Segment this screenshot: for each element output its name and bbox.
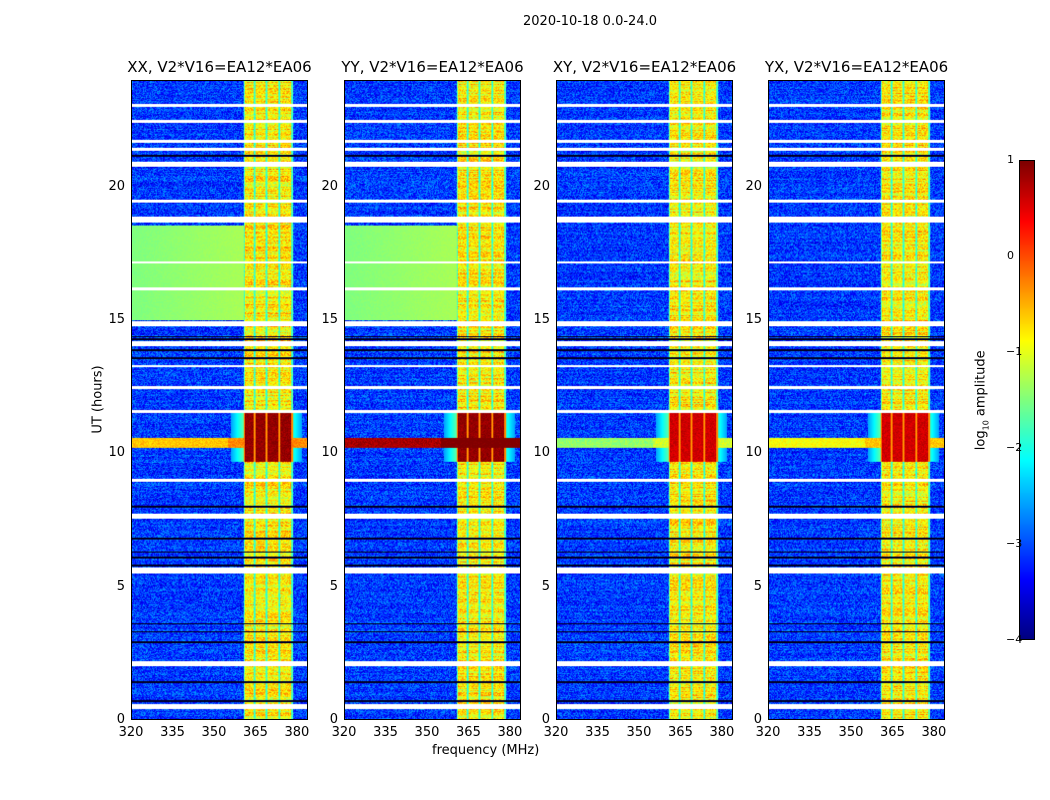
x-tick-label: 335: [797, 725, 822, 740]
y-tick-label: 15: [533, 312, 550, 327]
y-tick-label: 20: [533, 178, 550, 194]
y-tick-label: 20: [745, 178, 762, 194]
x-tick-label: 350: [838, 725, 864, 740]
panel-title: YX, V2*V16=EA12*EA06: [764, 58, 949, 76]
panel-title: XY, V2*V16=EA12*EA06: [552, 58, 737, 76]
panel-title: XX, V2*V16=EA12*EA06: [127, 58, 312, 76]
colorbar-label-rest: amplitude: [973, 350, 989, 421]
y-tick-label: 10: [321, 445, 338, 461]
heatmap-image: [344, 80, 521, 720]
colorbar-tick-label: 1: [1007, 153, 1014, 166]
colorbar-tick-label: −1: [1006, 345, 1023, 358]
panel-2: XY, V2*V16=EA12*EA06 320 335 350 365 380 0 5 10 1…: [533, 58, 736, 740]
y-tick-label: 20: [108, 178, 125, 194]
heatmap-image: [556, 80, 733, 720]
x-tick-label: 380: [709, 725, 735, 740]
x-tick-label: 380: [284, 725, 310, 740]
y-tick-label: 10: [108, 445, 125, 461]
y-tick-label: 10: [745, 445, 762, 461]
panel-3: YX, V2*V16=EA12*EA06 320 335 350 365 380 0 5 10 1…: [745, 58, 948, 740]
x-tick-label: 350: [201, 725, 227, 740]
y-tick-label: 10: [533, 445, 550, 461]
x-tick-label: 350: [414, 725, 440, 740]
x-tick-label: 365: [243, 725, 268, 740]
x-tick-label: 380: [921, 725, 947, 740]
x-axis-label: frequency (MHz): [432, 743, 540, 758]
colorbar-label: log10 amplitude: [974, 340, 991, 460]
y-tick-label: 0: [753, 712, 762, 727]
heatmap-image: [131, 80, 308, 720]
y-tick-label: 0: [329, 712, 338, 727]
x-tick-label: 335: [373, 725, 398, 740]
x-tick-label: 365: [456, 725, 481, 740]
colorbar-tick-label: 0: [1007, 249, 1014, 262]
y-tick-label: 15: [321, 312, 338, 327]
colorbar: [1019, 160, 1035, 640]
y-tick-label: 0: [541, 712, 550, 727]
colorbar-label-sub: 10: [981, 420, 991, 431]
x-tick-label: 320: [755, 725, 781, 740]
y-tick-label: 5: [541, 578, 550, 594]
x-tick-label: 350: [626, 725, 652, 740]
y-tick-label: 5: [329, 578, 338, 594]
panel-1: YY, V2*V16=EA12*EA06 320 335 350 365 380 0 5 10 1…: [321, 58, 523, 740]
panel-title: YY, V2*V16=EA12*EA06: [341, 58, 524, 76]
x-tick-label: 320: [331, 725, 357, 740]
y-tick-label: 15: [108, 312, 125, 327]
x-tick-label: 335: [585, 725, 610, 740]
heatmap-image: [768, 80, 945, 720]
colorbar-tick-label: −3: [1006, 537, 1023, 550]
y-axis-label: UT (hours): [90, 365, 106, 434]
x-tick-label: 335: [160, 725, 185, 740]
figure-title: 2020-10-18 0.0-24.0: [523, 14, 657, 29]
x-tick-label: 320: [543, 725, 569, 740]
x-tick-label: 365: [668, 725, 693, 740]
y-tick-label: 5: [753, 578, 762, 594]
y-tick-label: 20: [321, 178, 338, 194]
x-tick-label: 380: [497, 725, 523, 740]
colorbar-tick-label: −4: [1006, 633, 1023, 646]
panel-0: XX, V2*V16=EA12*EA06 320 335 350 365 380 0 5 10 1…: [108, 58, 311, 740]
y-tick-label: 5: [116, 578, 125, 594]
y-tick-label: 15: [745, 312, 762, 327]
x-tick-label: 365: [880, 725, 905, 740]
x-tick-label: 320: [118, 725, 144, 740]
colorbar-tick-label: −2: [1006, 441, 1023, 454]
colorbar-label-log: log: [973, 430, 989, 451]
y-tick-label: 0: [116, 712, 125, 727]
